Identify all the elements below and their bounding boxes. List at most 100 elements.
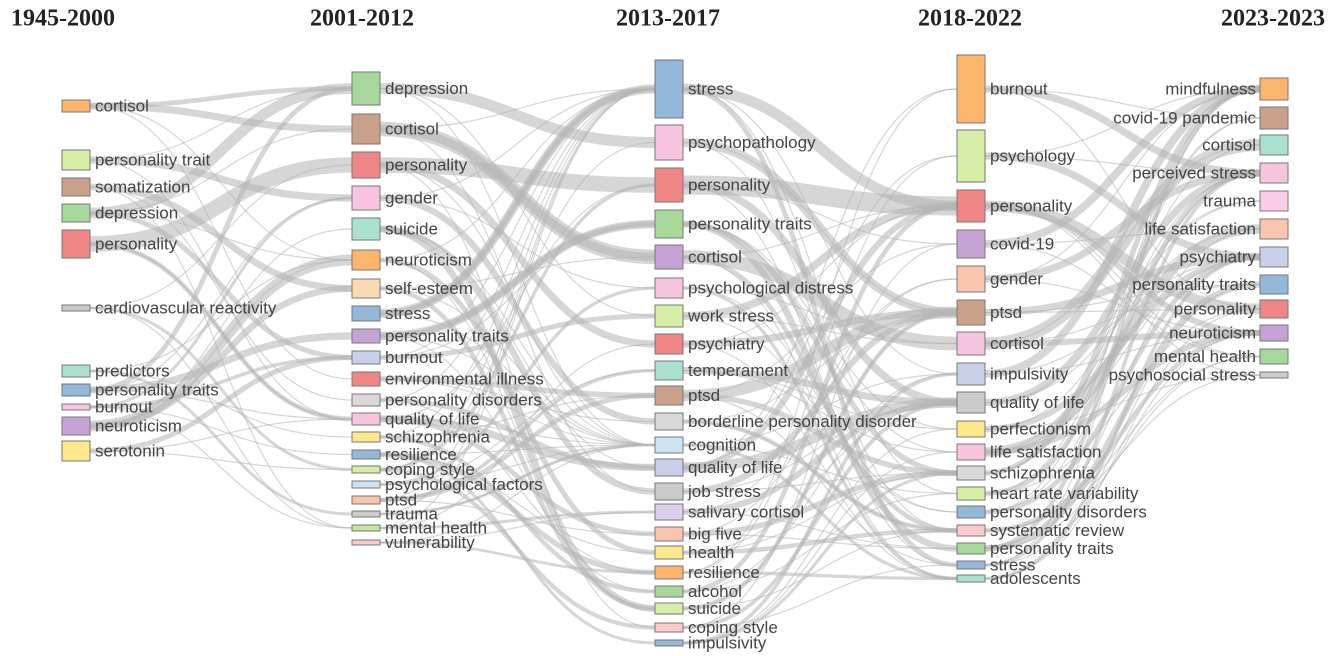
node-label: neuroticism xyxy=(95,416,182,435)
node-label: burnout xyxy=(990,79,1048,98)
node-label: environmental illness xyxy=(385,369,544,388)
link xyxy=(379,88,656,315)
link xyxy=(379,416,656,537)
link xyxy=(682,311,958,610)
link xyxy=(379,88,656,438)
node-label: perceived stress xyxy=(1132,163,1256,182)
link xyxy=(682,401,958,554)
link xyxy=(379,467,656,630)
node-label: personality xyxy=(1174,299,1257,318)
link xyxy=(984,283,1261,314)
node xyxy=(956,505,986,519)
link xyxy=(379,223,656,359)
node-label: coping style xyxy=(688,618,778,637)
node-label: trauma xyxy=(385,504,438,523)
link xyxy=(379,287,656,446)
link xyxy=(682,184,958,245)
link xyxy=(984,88,1261,119)
link xyxy=(984,172,1261,513)
node-label: alcohol xyxy=(688,582,742,601)
node-label: serotonin xyxy=(95,441,165,460)
node xyxy=(956,574,986,583)
node xyxy=(956,560,986,570)
link xyxy=(379,511,656,544)
link xyxy=(89,83,353,219)
link xyxy=(379,225,656,495)
link xyxy=(682,306,958,402)
node xyxy=(654,209,684,239)
link xyxy=(984,88,1261,566)
link xyxy=(379,343,656,529)
node xyxy=(61,177,91,197)
link xyxy=(984,144,1261,474)
node-label: health xyxy=(688,543,734,562)
link xyxy=(379,313,656,361)
node-label: suicide xyxy=(688,599,741,618)
node xyxy=(1259,134,1289,156)
node xyxy=(654,59,684,119)
node xyxy=(654,124,684,161)
node xyxy=(1259,371,1289,379)
link xyxy=(379,88,656,401)
link xyxy=(682,444,958,495)
link xyxy=(379,335,656,446)
link xyxy=(682,492,958,593)
link xyxy=(89,228,353,427)
node xyxy=(351,480,381,489)
node-label: personality disorders xyxy=(990,502,1147,521)
link xyxy=(89,306,353,471)
link xyxy=(379,88,656,359)
link xyxy=(89,285,353,430)
node-label: personality disorders xyxy=(385,390,542,409)
link xyxy=(89,243,353,420)
link xyxy=(379,444,656,544)
link xyxy=(89,450,353,471)
node xyxy=(351,412,381,426)
node-label: borderline personality disorder xyxy=(688,412,917,431)
node xyxy=(956,331,986,356)
node-label: mental health xyxy=(1154,347,1256,366)
link xyxy=(379,451,656,576)
node-label: temperament xyxy=(688,361,788,380)
node xyxy=(654,482,684,501)
link xyxy=(984,117,1261,474)
node-label: ptsd xyxy=(990,303,1022,322)
node xyxy=(654,167,684,203)
link xyxy=(682,511,958,550)
node xyxy=(654,436,684,454)
node xyxy=(956,391,986,414)
link xyxy=(984,85,1261,177)
node-label: stress xyxy=(385,304,430,323)
link xyxy=(682,202,958,471)
node-label: cortisol xyxy=(688,247,742,266)
column-title: 2023-2023 xyxy=(1221,6,1325,32)
link xyxy=(89,159,353,420)
link xyxy=(89,418,353,452)
node-label: neuroticism xyxy=(1169,323,1256,342)
link xyxy=(89,259,353,427)
link xyxy=(682,373,958,446)
link xyxy=(984,203,1261,336)
node-label: depression xyxy=(385,79,468,98)
node-label: psychological factors xyxy=(385,475,543,494)
node-label: stress xyxy=(990,555,1035,574)
node xyxy=(654,458,684,477)
node xyxy=(654,622,684,633)
link xyxy=(984,85,1261,378)
link xyxy=(89,354,353,454)
node xyxy=(351,305,381,322)
node xyxy=(654,602,684,615)
link xyxy=(984,86,1261,476)
link xyxy=(682,400,958,630)
node-label: personality traits xyxy=(385,326,509,345)
link xyxy=(379,141,656,471)
node xyxy=(654,639,684,647)
link xyxy=(984,224,1261,457)
link xyxy=(89,210,353,361)
link xyxy=(984,170,1261,497)
link xyxy=(682,155,958,469)
node-label: self-esteem xyxy=(385,279,473,298)
node-label: resilience xyxy=(688,563,760,582)
node-label: perfectionism xyxy=(990,419,1091,438)
node-label: cortisol xyxy=(1202,135,1256,154)
